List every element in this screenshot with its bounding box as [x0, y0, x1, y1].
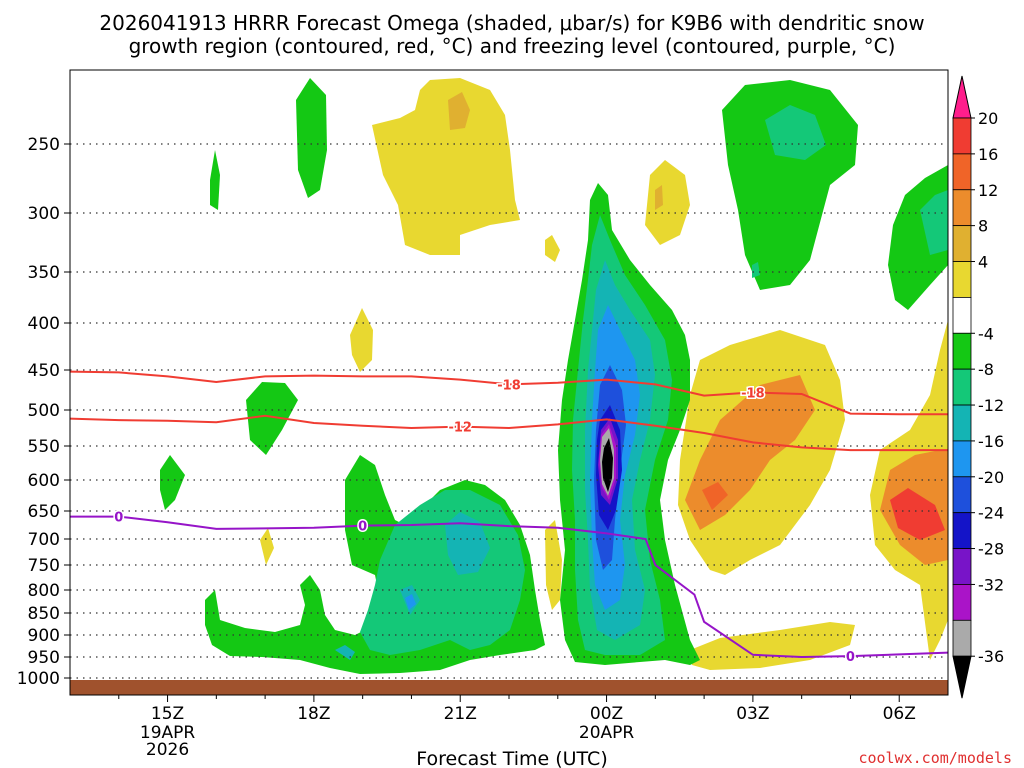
colorbar-label: -36 [978, 647, 1004, 666]
colorbar-swatch [952, 153, 972, 191]
y-tick-label: 900 [28, 626, 60, 646]
colorbar-label: 8 [978, 217, 988, 236]
x-tick-label: 18Z [297, 704, 330, 724]
y-tick-label: 550 [28, 437, 60, 457]
shade-area [296, 78, 327, 198]
colorbar-label: -12 [978, 396, 1004, 415]
y-axis: 2503003504004505005506006507007508008509… [17, 135, 70, 689]
colorbar-swatch [952, 117, 972, 155]
shade-area [160, 455, 185, 510]
contour-label: 0 [358, 520, 367, 535]
y-tick-label: 250 [28, 135, 60, 155]
shade-area [360, 490, 525, 655]
x-tick-label: 03Z [736, 704, 769, 724]
colorbar-swatch [952, 619, 972, 657]
colorbar-swatch [952, 512, 972, 549]
y-tick-label: 300 [28, 204, 60, 224]
y-tick-label: 500 [28, 401, 60, 421]
shade-area [448, 92, 470, 130]
colorbar-label: -16 [978, 432, 1004, 451]
y-tick-label: 400 [28, 314, 60, 334]
y-tick-label: 850 [28, 604, 60, 624]
colorbar-bottom-arrow [952, 655, 972, 699]
credit-text: coolwx.com/models [858, 749, 1012, 767]
shade-area [752, 262, 760, 278]
shade-area [350, 308, 373, 372]
y-tick-label: 450 [28, 361, 60, 381]
shade-area [545, 520, 562, 610]
shade-area [645, 160, 690, 245]
shade-area [372, 78, 520, 255]
contour-lines: -18 -18 -12 0 0 0 [69, 370, 949, 667]
colorbar-label: 16 [978, 145, 998, 164]
x-tick-label: 15Z [151, 704, 184, 724]
colorbar-label: -24 [978, 504, 1004, 523]
contour-freezing-level [70, 515, 949, 659]
x-tick-label: 21Z [444, 704, 477, 724]
colorbar-swatch [952, 404, 972, 442]
shade-area [702, 482, 728, 510]
colorbar-label: -32 [978, 575, 1004, 594]
colorbar-swatch [952, 548, 972, 585]
chart-title-line1: 2026041913 HRRR Forecast Omega (shaded, … [99, 11, 924, 35]
colorbar-swatch [952, 261, 972, 298]
shade-area [655, 185, 663, 210]
x-tick-date: 19APR [140, 723, 196, 743]
colorbar-label: 4 [978, 253, 988, 272]
colorbar-swatch [952, 332, 972, 370]
contour-label: 0 [846, 650, 855, 665]
x-tick-year: 2026 [146, 740, 189, 760]
colorbar-label: -8 [978, 360, 994, 379]
colorbar-label: -20 [978, 468, 1004, 487]
colorbar-swatch [952, 189, 972, 227]
y-tick-label: 650 [28, 502, 60, 522]
contour-label: -12 [448, 421, 472, 436]
y-tick-label: 600 [28, 471, 60, 491]
shade-area [260, 528, 274, 565]
shade-area [246, 382, 298, 455]
chart-title-line2: growth region (contoured, red, °C) and f… [129, 34, 896, 58]
colorbar-top-arrow [952, 75, 972, 119]
shade-area [545, 235, 560, 262]
y-tick-label: 1000 [17, 669, 60, 689]
shade-area [602, 438, 613, 492]
colorbar-swatch [952, 476, 972, 514]
contour-dendritic-snow-top [69, 370, 948, 416]
shade-area [405, 594, 416, 610]
contour-label: -18 [741, 386, 765, 401]
x-tick-date: 20APR [579, 723, 635, 743]
shade-area [765, 105, 826, 160]
y-tick-label: 750 [28, 556, 60, 576]
shade-area [690, 622, 855, 670]
x-axis-label: Forecast Time (UTC) [416, 748, 607, 768]
shade-area [335, 645, 355, 660]
colorbar-swatch [952, 368, 972, 406]
shade-area [890, 488, 945, 540]
shade-area [445, 512, 490, 575]
contour-dendritic-snow-bottom [69, 414, 948, 452]
colorbar-swatch [952, 296, 972, 334]
y-tick-label: 950 [28, 648, 60, 668]
y-tick-label: 350 [28, 263, 60, 283]
colorbar-swatch [952, 440, 972, 478]
shade-area [920, 190, 948, 255]
y-tick-label: 800 [28, 581, 60, 601]
x-tick-label: 06Z [883, 704, 916, 724]
colorbar: 20 16 12 8 4 -4 -8 -12 -16 -20 -24 -28 -32 -36 [952, 75, 1004, 699]
colorbar-swatch [952, 225, 972, 262]
colorbar-label: -4 [978, 324, 994, 343]
x-tick-label: 00Z [590, 704, 623, 724]
colorbar-label: -28 [978, 540, 1004, 559]
colorbar-swatch [952, 584, 972, 621]
colorbar-label: 20 [978, 109, 998, 128]
colorbar-label: 12 [978, 181, 998, 200]
shade-area [722, 80, 858, 290]
contour-label: 0 [114, 511, 123, 526]
y-tick-label: 700 [28, 530, 60, 550]
shade-area [210, 150, 220, 210]
contour-label: -18 [497, 378, 521, 393]
ground-surface [70, 680, 948, 695]
